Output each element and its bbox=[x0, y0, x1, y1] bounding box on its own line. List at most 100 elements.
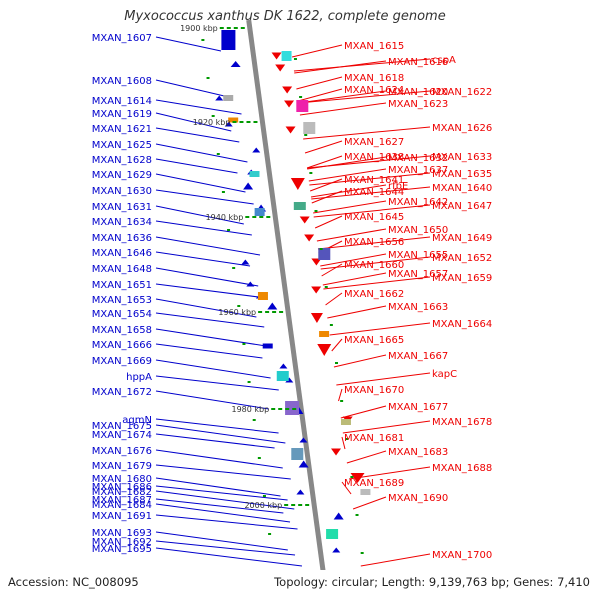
right-connector bbox=[360, 553, 431, 567]
minus-gene-arrow bbox=[230, 61, 241, 67]
gene-label-left: hppA bbox=[126, 372, 152, 383]
left-connector bbox=[155, 490, 295, 510]
gene-label-right: MXAN_1644 bbox=[344, 187, 404, 198]
right-connector bbox=[293, 58, 431, 72]
gene-label-left: MXAN_1608 bbox=[92, 76, 152, 87]
gene-label-left: MXAN_1636 bbox=[92, 233, 152, 244]
gene-label-right: MXAN_1652 bbox=[432, 253, 492, 264]
gene-label-right: MXAN_1623 bbox=[388, 99, 448, 110]
right-connector bbox=[313, 200, 387, 214]
gene-feature-box bbox=[228, 117, 239, 123]
minus-gene-arrow bbox=[243, 182, 254, 190]
gene-label-right: MXAN_1688 bbox=[432, 463, 492, 474]
right-connector bbox=[311, 190, 343, 204]
gene-feature-box bbox=[360, 489, 371, 495]
gene-label-left: MXAN_1679 bbox=[92, 461, 152, 472]
gene-feature-box bbox=[291, 448, 304, 460]
right-connector bbox=[316, 228, 387, 242]
gene-label-left: MXAN_1674 bbox=[92, 430, 152, 441]
gene-label-right: MXAN_1627 bbox=[344, 137, 404, 148]
gene-label-right: MXAN_1660 bbox=[344, 260, 404, 271]
gene-label-right: cspA bbox=[432, 55, 456, 66]
left-connector bbox=[155, 79, 233, 99]
gene-label-left: MXAN_1619 bbox=[92, 109, 152, 120]
gene-label-left: MXAN_1653 bbox=[92, 295, 152, 306]
gene-feature-box bbox=[249, 171, 260, 177]
minus-gene-arrow bbox=[252, 147, 261, 153]
left-connector bbox=[155, 99, 242, 115]
scale-ticks bbox=[201, 39, 364, 554]
gene-label-right: MXAN_1642 bbox=[388, 197, 448, 208]
right-connector bbox=[322, 272, 387, 286]
gene-label-left: MXAN_1628 bbox=[92, 155, 152, 166]
kbp-markers: 1900 kbp 1920 kbp 1940 kbp 1960 kbp 1980 kbp… bbox=[180, 24, 313, 510]
gene-label-right: MXAN_1689 bbox=[344, 478, 404, 489]
minus-gene-arrow bbox=[215, 95, 224, 101]
gene-feature-box bbox=[318, 248, 331, 260]
left-connector bbox=[155, 236, 261, 256]
right-connector bbox=[304, 140, 343, 154]
left-connector bbox=[155, 359, 271, 379]
gene-feature-box bbox=[285, 401, 300, 415]
minus-gene-arrow bbox=[299, 437, 308, 443]
plus-gene-arrow bbox=[299, 216, 310, 224]
gene-label-right: MXAN_1620 bbox=[388, 87, 448, 98]
gene-feature-box bbox=[257, 292, 268, 300]
footer-bg bbox=[0, 570, 600, 600]
right-connector bbox=[308, 168, 387, 182]
kbp-label: 1940 kbp bbox=[206, 213, 244, 222]
left-connector bbox=[155, 328, 273, 348]
plus-gene-arrow bbox=[331, 448, 342, 456]
left-connector bbox=[155, 312, 265, 328]
right-connector bbox=[317, 236, 431, 250]
kbp-label: 2000 kbp bbox=[244, 501, 282, 510]
gene-label-left: MXAN_1682 bbox=[92, 487, 152, 498]
right-connector bbox=[341, 436, 346, 450]
right-connector bbox=[313, 204, 431, 218]
left-connector bbox=[155, 485, 288, 501]
gene-feature-box bbox=[276, 371, 289, 381]
gene-label-right: MXAN_1649 bbox=[432, 233, 492, 244]
backbone-line bbox=[246, 19, 330, 600]
gene-label-left: MXAN_1693 bbox=[92, 528, 152, 539]
gene-label-left: MXAN_1666 bbox=[92, 340, 152, 351]
minus-gene-arrow bbox=[267, 302, 278, 310]
gene-label-right: MXAN_1665 bbox=[344, 335, 404, 346]
right-connector bbox=[352, 496, 387, 510]
gene-label-right: MXAN_1647 bbox=[432, 201, 492, 212]
gene-label-left: MXAN_1630 bbox=[92, 186, 152, 197]
plus-gene-arrow bbox=[304, 234, 315, 242]
gene-label-left: MXAN_1654 bbox=[92, 309, 152, 320]
genome-stats-text: Topology: circular; Length: 9,139,763 bp… bbox=[273, 575, 590, 589]
gene-label-right: MXAN_1677 bbox=[388, 402, 448, 413]
right-connector bbox=[314, 215, 343, 229]
gene-label-right: rfbE bbox=[388, 181, 408, 192]
left-connector bbox=[155, 205, 244, 225]
left-connector bbox=[155, 298, 257, 318]
gene-feature-box bbox=[223, 95, 234, 101]
gene-label-left: MXAN_1625 bbox=[92, 140, 152, 151]
gene-label-left: MXAN_1634 bbox=[92, 217, 152, 228]
plus-gene-arrow bbox=[285, 126, 296, 134]
right-connector bbox=[306, 155, 343, 169]
right-connector bbox=[329, 322, 431, 336]
right-connector bbox=[342, 420, 431, 434]
accession-text: Accession: NC_008095 bbox=[8, 575, 139, 589]
gene-label-left: MXAN_1695 bbox=[92, 544, 152, 555]
gene-feature-box bbox=[281, 51, 292, 61]
right-connector bbox=[309, 172, 431, 186]
kbp-label: 1900 kbp bbox=[180, 24, 218, 33]
gene-feature-box bbox=[319, 331, 330, 337]
gene-label-right: MXAN_1624 bbox=[344, 85, 404, 96]
plus-gene-arrow bbox=[284, 100, 295, 108]
gene-label-left: MXAN_1672 bbox=[92, 387, 152, 398]
gene-label-right: MXAN_1667 bbox=[388, 351, 448, 362]
plus-gene-arrow bbox=[310, 313, 323, 323]
right-connector bbox=[310, 184, 387, 198]
gene-label-right: MXAN_1681 bbox=[344, 433, 404, 444]
right-connector bbox=[340, 405, 387, 419]
plus-gene-arrow bbox=[311, 258, 322, 266]
right-connector bbox=[291, 44, 343, 58]
